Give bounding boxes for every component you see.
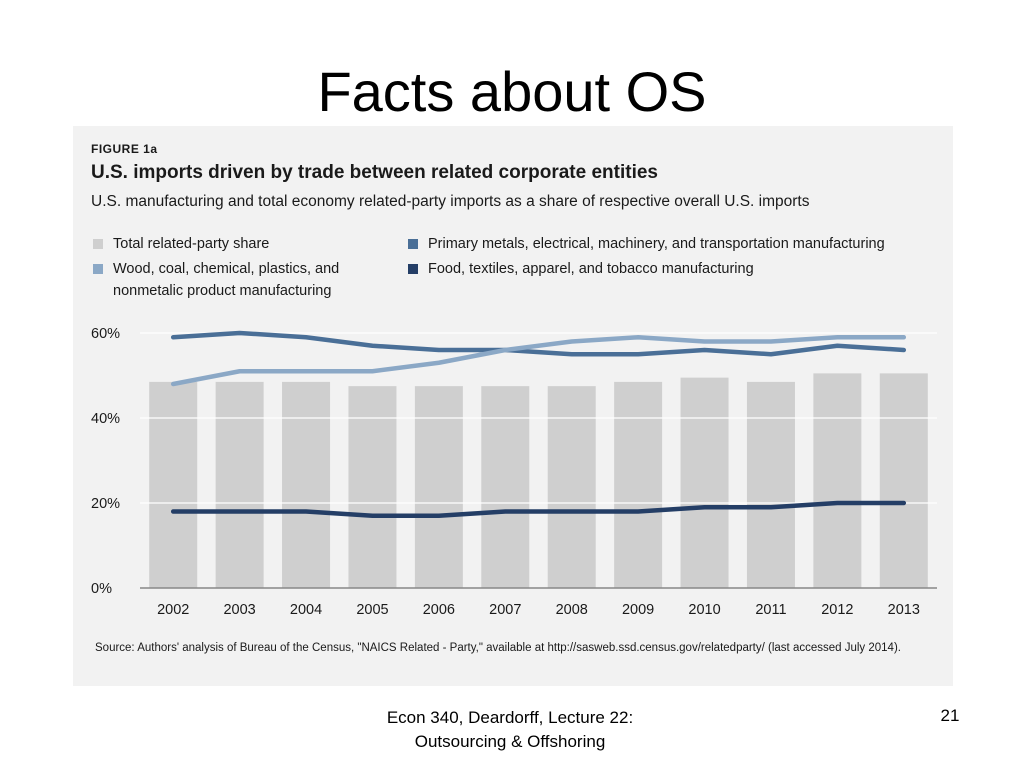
y-tick-label-0%: 0%	[91, 581, 112, 597]
legend-label-food-textiles: Food, textiles, apparel, and tobacco man…	[428, 261, 754, 277]
legend-swatch-primary-metals	[408, 239, 418, 249]
bar-2008	[547, 386, 596, 588]
x-tick-label-2004: 2004	[290, 602, 322, 618]
bar-2004	[282, 381, 331, 588]
legend-swatch-total	[93, 239, 103, 249]
x-tick-label-2002: 2002	[157, 602, 189, 618]
y-tick-label-40%: 40%	[91, 411, 120, 427]
x-tick-label-2007: 2007	[489, 602, 521, 618]
line-primary-metals	[170, 330, 907, 357]
x-tick-label-2008: 2008	[556, 602, 588, 618]
bar-2013	[879, 373, 928, 588]
figure-source: Source: Authors' analysis of Bureau of t…	[95, 642, 901, 654]
legend-item-total: Total related-party share	[93, 233, 393, 255]
slide-title: Facts about OS	[317, 60, 707, 123]
x-tick-label-2013: 2013	[888, 602, 920, 618]
x-tick-label-2009: 2009	[622, 602, 654, 618]
x-tick-label-2011: 2011	[755, 602, 786, 618]
bar-2012	[813, 373, 862, 588]
bar-2011	[746, 381, 795, 588]
page-number: 21	[940, 706, 960, 725]
bar-2003	[215, 381, 264, 588]
bar-2009	[614, 381, 663, 588]
chart-plot: 0% 20% 40% 60% 2002 2003 2004 2005 2006 2007 2008 2…	[91, 326, 937, 618]
legend-swatch-food-textiles	[408, 264, 418, 274]
legend-label-total: Total related-party share	[113, 236, 270, 252]
legend-label-wood-coal: Wood, coal, chemical, plastics, and nonm…	[113, 261, 340, 299]
bar-2002	[149, 381, 198, 588]
x-tick-label-2010: 2010	[688, 602, 720, 618]
chart-subtitle: U.S. manufacturing and total economy rel…	[91, 193, 810, 210]
line-food-textiles	[170, 500, 907, 518]
bar-2005	[348, 386, 397, 588]
x-tick-label-2003: 2003	[223, 602, 255, 618]
x-tick-label-2012: 2012	[821, 602, 853, 618]
legend-label-primary-metals: Primary metals, electrical, machinery, a…	[428, 236, 885, 252]
legend-item-primary-metals: Primary metals, electrical, machinery, a…	[408, 233, 948, 255]
figure-panel: FIGURE 1a U.S. imports driven by trade b…	[73, 126, 953, 686]
line-wood-coal	[170, 335, 907, 387]
legend-item-food-textiles: Food, textiles, apparel, and tobacco man…	[408, 258, 948, 280]
figure-label: FIGURE 1a	[91, 142, 158, 156]
chart-title: U.S. imports driven by trade between rel…	[91, 162, 658, 183]
x-tick-label-2006: 2006	[423, 602, 455, 618]
x-tick-label-2005: 2005	[356, 602, 388, 618]
y-tick-label-20%: 20%	[91, 496, 120, 512]
bar-2007	[481, 386, 530, 588]
bar-2006	[414, 386, 463, 588]
bar-2010	[680, 377, 729, 588]
y-tick-label-60%: 60%	[91, 326, 120, 342]
legend-item-wood-coal: Wood, coal, chemical, plastics, and nonm…	[93, 258, 393, 302]
slide-footer: Econ 340, Deardorff, Lecture 22: Outsour…	[386, 708, 634, 751]
legend-swatch-wood-coal	[93, 264, 103, 274]
